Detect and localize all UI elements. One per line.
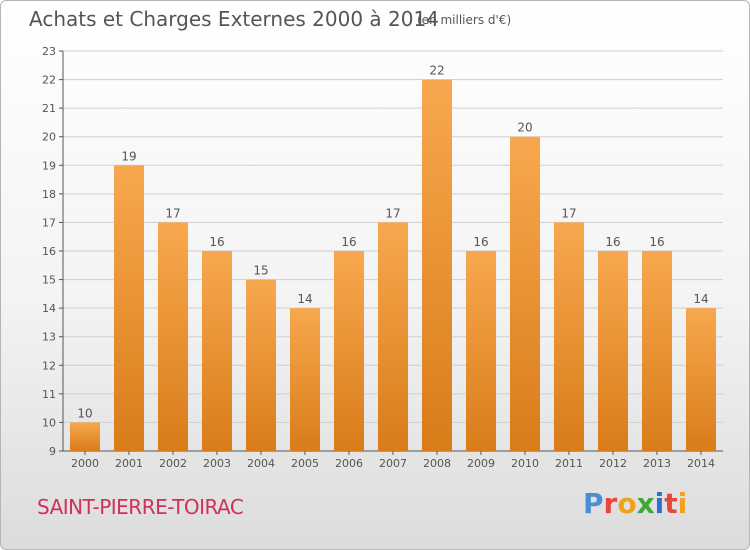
x-tick-label: 2001 [115, 457, 143, 470]
bar-value-label: 15 [253, 264, 268, 278]
chart-subtitle: (en milliers d'€) [417, 13, 512, 27]
bar-value-label: 16 [649, 235, 664, 249]
y-tick-label: 13 [42, 331, 56, 344]
x-tick-label: 2014 [687, 457, 715, 470]
x-tick-label: 2004 [247, 457, 275, 470]
x-tick-label: 2007 [379, 457, 407, 470]
y-tick-label: 23 [42, 45, 56, 58]
y-tick-label: 21 [42, 102, 56, 115]
y-tick-label: 9 [49, 445, 56, 458]
bar-value-label: 16 [473, 235, 488, 249]
bar [290, 308, 320, 451]
logo-letter: o [617, 487, 637, 520]
bar [422, 79, 452, 452]
x-tick-label: 2000 [71, 457, 99, 470]
bar [202, 251, 232, 451]
bar [70, 422, 100, 451]
x-tick-label: 2003 [203, 457, 231, 470]
bar [378, 222, 408, 451]
bar-value-label: 17 [561, 206, 576, 220]
bar-value-label: 14 [297, 292, 312, 306]
y-tick-label: 14 [42, 302, 56, 315]
bar-value-label: 16 [341, 235, 356, 249]
y-tick-label: 10 [42, 416, 56, 429]
y-tick-label: 18 [42, 188, 56, 201]
bar [158, 222, 188, 451]
y-tick-label: 20 [42, 131, 56, 144]
logo-letter: P [583, 487, 604, 520]
x-tick-label: 2011 [555, 457, 583, 470]
bar [642, 251, 672, 451]
bar [114, 165, 144, 452]
logo-letter: t [664, 487, 678, 520]
logo-letter: r [603, 487, 618, 520]
x-tick-label: 2002 [159, 457, 187, 470]
bar-value-label: 10 [77, 406, 92, 420]
bar [466, 251, 496, 451]
bar-value-label: 16 [605, 235, 620, 249]
bar [510, 136, 540, 451]
bar [686, 308, 716, 451]
bar [334, 251, 364, 451]
x-tick-label: 2013 [643, 457, 671, 470]
bar [246, 279, 276, 451]
logo-letter: x [636, 487, 655, 520]
logo-letter: i [677, 487, 688, 520]
x-tick-label: 2009 [467, 457, 495, 470]
bar-value-label: 22 [429, 64, 444, 78]
x-tick-label: 2012 [599, 457, 627, 470]
y-tick-label: 19 [42, 159, 56, 172]
proxiti-logo: Proxiti [583, 487, 687, 520]
x-tick-label: 2010 [511, 457, 539, 470]
bar-value-label: 14 [693, 292, 708, 306]
y-tick-label: 17 [42, 216, 56, 229]
bar [554, 222, 584, 451]
bar-value-label: 17 [385, 206, 400, 220]
y-tick-label: 22 [42, 74, 56, 87]
y-tick-label: 15 [42, 274, 56, 287]
x-tick-label: 2005 [291, 457, 319, 470]
bar-value-label: 16 [209, 235, 224, 249]
x-tick-label: 2008 [423, 457, 451, 470]
bar-value-label: 17 [165, 206, 180, 220]
y-tick-label: 11 [42, 388, 56, 401]
x-tick-label: 2006 [335, 457, 363, 470]
y-tick-label: 16 [42, 245, 56, 258]
y-tick-label: 12 [42, 359, 56, 372]
bar-value-label: 20 [517, 121, 532, 135]
commune-name: SAINT-PIERRE-TOIRAC [37, 495, 244, 519]
chart-title: Achats et Charges Externes 2000 à 2014 [29, 7, 439, 31]
bar-value-label: 19 [121, 149, 136, 163]
bar [598, 251, 628, 451]
logo-letter: i [654, 487, 665, 520]
